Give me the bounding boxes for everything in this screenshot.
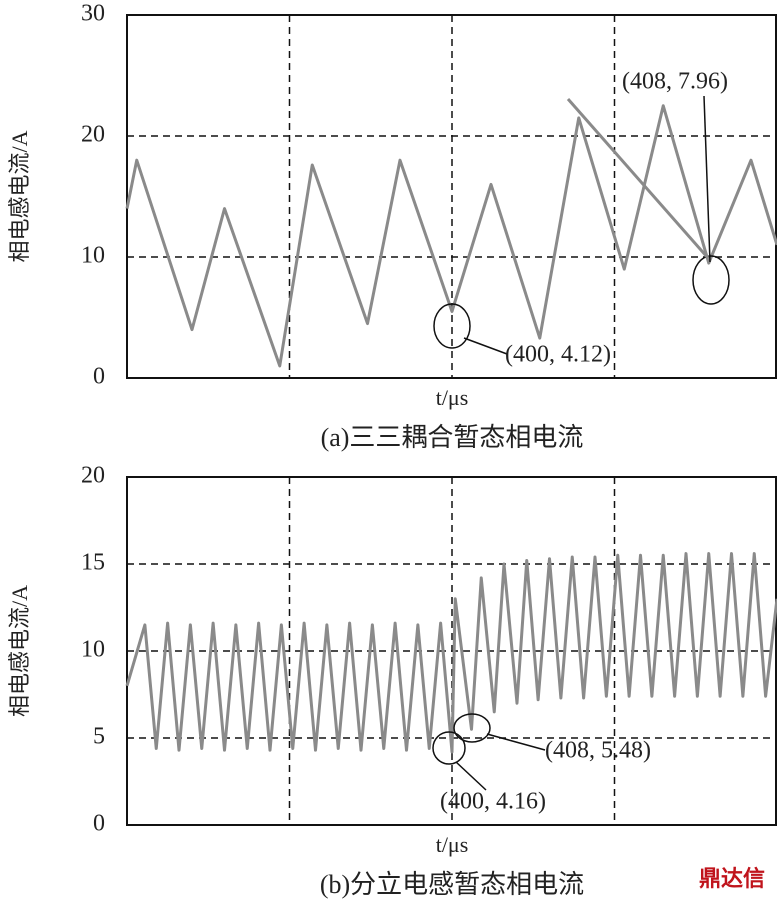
annotation-leader (703, 95, 711, 263)
plot-frame (126, 14, 777, 379)
y-tick-label: 30 (81, 1, 105, 27)
caption: (b)分立电感暂态相电流 (320, 870, 584, 899)
y-tick-label: 5 (93, 724, 105, 750)
annotation-leader (486, 733, 546, 751)
annotation-ellipse (453, 713, 491, 743)
x-axis-label: t/μs (436, 385, 469, 410)
y-axis-label: 相电感电流/A (7, 130, 32, 262)
caption: (a)三三耦合暂态相电流 (321, 423, 584, 452)
annotation: (408, 5.48) (545, 738, 651, 764)
y-tick-label: 15 (81, 550, 105, 576)
annotation: (408, 7.96) (622, 69, 728, 95)
y-tick-label: 10 (81, 243, 105, 269)
annotation-ellipse (433, 303, 471, 349)
data-line (125, 104, 777, 368)
plot-frame (126, 476, 777, 826)
annotation-ellipse (692, 255, 730, 305)
y-tick-label: 20 (81, 463, 105, 489)
y-tick-label: 20 (81, 122, 105, 148)
y-axis-label: 相电感电流/A (7, 585, 32, 717)
x-axis-label: t/μs (436, 832, 469, 857)
y-tick-label: 0 (93, 364, 105, 390)
annotation: (400, 4.12) (505, 342, 611, 368)
annotation: (400, 4.16) (440, 789, 546, 815)
y-tick-label: 10 (81, 637, 105, 663)
annotation-leader (463, 337, 508, 355)
annotation-ellipse (432, 731, 466, 765)
y-tick-label: 0 (93, 811, 105, 837)
watermark: 鼎达信 (699, 866, 765, 892)
annotation-line (566, 98, 710, 259)
data-line (125, 552, 777, 754)
annotation-leader (455, 761, 487, 791)
